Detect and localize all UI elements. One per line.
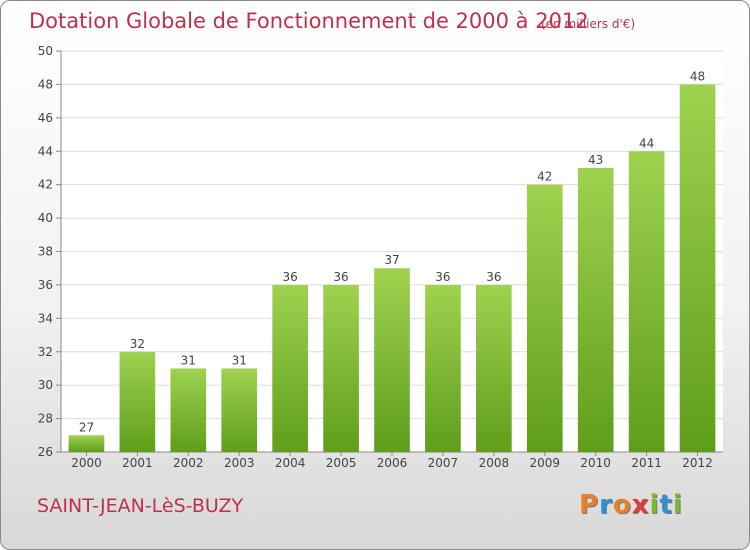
x-tick-label: 2004 [275, 456, 306, 470]
y-tick-label: 40 [38, 211, 53, 225]
logo-letter: o [612, 490, 632, 520]
bar-value-label: 31 [181, 353, 196, 367]
y-tick-label: 38 [38, 245, 53, 259]
logo-letter: t [659, 490, 673, 520]
y-tick-label: 46 [38, 111, 53, 125]
bar-value-label: 27 [79, 420, 94, 434]
y-tick-label: 28 [38, 412, 53, 426]
logo-letter: i [649, 490, 660, 520]
x-tick-label: 2001 [122, 456, 153, 470]
proxiti-logo: Proxiti [579, 490, 683, 520]
bar [526, 184, 563, 452]
bar [374, 268, 410, 452]
x-tick-label: 2000 [71, 456, 102, 470]
y-tick-label: 26 [38, 445, 53, 459]
bar-value-label: 36 [283, 270, 298, 284]
logo-letter: x [631, 490, 650, 520]
x-tick-label: 2009 [529, 456, 560, 470]
bar [425, 284, 461, 452]
bar-value-label: 44 [639, 136, 654, 150]
y-tick-label: 50 [38, 44, 53, 58]
bar [170, 368, 207, 452]
bar [272, 284, 308, 452]
x-tick-label: 2008 [479, 456, 510, 470]
y-tick-label: 48 [38, 77, 53, 91]
bar [68, 435, 105, 452]
bar [476, 284, 512, 452]
x-tick-label: 2002 [173, 456, 204, 470]
y-tick-label: 36 [38, 278, 53, 292]
logo-letter: r [599, 490, 613, 520]
bar-value-label: 32 [130, 337, 145, 351]
x-tick-label: 2012 [682, 456, 713, 470]
bar [221, 368, 258, 452]
bar-value-label: 31 [232, 353, 247, 367]
logo-letter: i [672, 490, 683, 520]
y-tick-label: 34 [38, 311, 53, 325]
x-tick-label: 2011 [631, 456, 662, 470]
bar-value-label: 36 [435, 270, 450, 284]
bar [628, 151, 665, 452]
bar-value-label: 37 [384, 253, 399, 267]
bar [119, 351, 156, 452]
bar-value-label: 42 [537, 170, 552, 184]
x-tick-label: 2010 [580, 456, 611, 470]
bar [323, 284, 359, 452]
x-tick-label: 2003 [224, 456, 255, 470]
y-tick-label: 30 [38, 378, 53, 392]
chart-subtitle: (en milliers d'€) [541, 17, 636, 31]
logo-letter: P [579, 490, 600, 520]
x-tick-label: 2005 [326, 456, 357, 470]
commune-name: SAINT-JEAN-LèS-BUZY [37, 495, 244, 517]
x-tick-label: 2006 [377, 456, 408, 470]
chart-title: Dotation Globale de Fonctionnement de 20… [29, 9, 589, 33]
bar-value-label: 43 [588, 153, 603, 167]
x-tick-label: 2007 [428, 456, 459, 470]
y-tick-label: 42 [38, 178, 53, 192]
y-tick-label: 32 [38, 345, 53, 359]
bar-value-label: 48 [690, 69, 705, 83]
bar-value-label: 36 [333, 270, 348, 284]
y-tick-label: 44 [38, 144, 53, 158]
bar [679, 84, 716, 453]
bar-value-label: 36 [486, 270, 501, 284]
bar [577, 167, 614, 453]
